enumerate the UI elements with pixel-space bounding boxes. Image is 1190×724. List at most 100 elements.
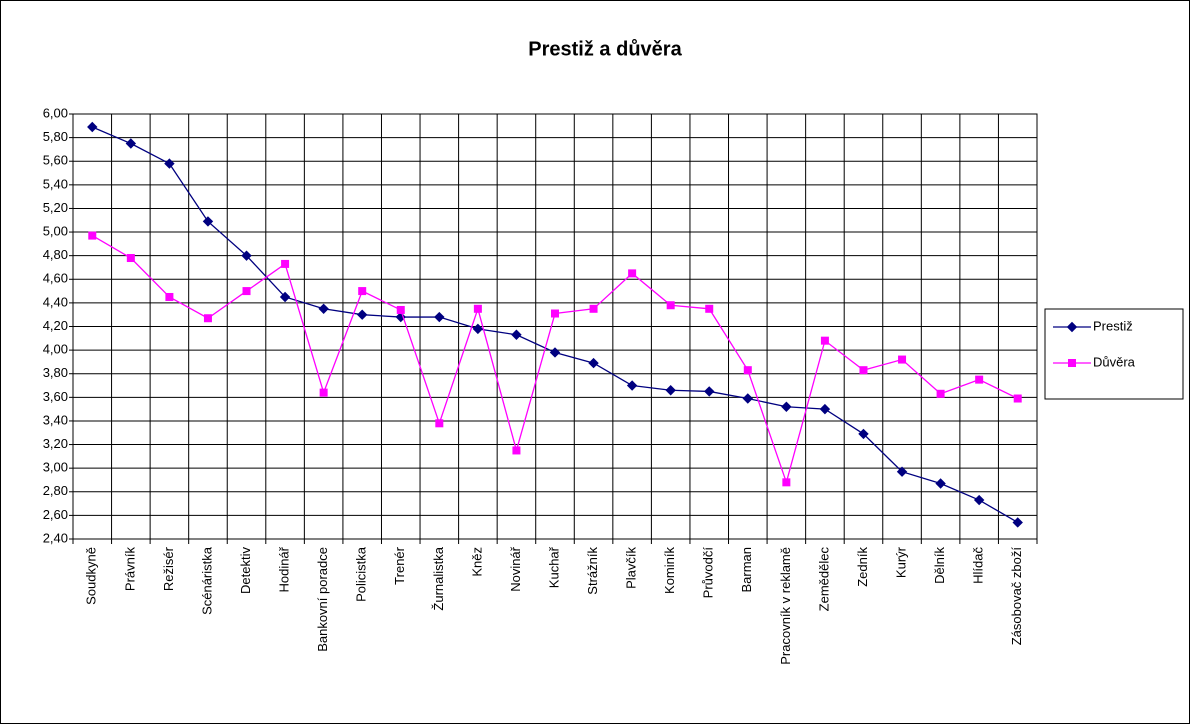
data-point bbox=[164, 158, 175, 169]
x-tick-label: Trenér bbox=[392, 546, 407, 584]
x-tick-label: Detektiv bbox=[238, 547, 253, 594]
data-point bbox=[936, 389, 945, 398]
y-tick-label: 3,80 bbox=[43, 365, 68, 380]
x-tick-label: Průvodčí bbox=[701, 547, 716, 599]
x-tick-label: Soudkyně bbox=[84, 547, 99, 605]
y-tick-label: 5,40 bbox=[43, 176, 68, 191]
y-tick-label: 4,80 bbox=[43, 247, 68, 262]
data-point bbox=[665, 385, 676, 396]
x-tick-label: Hlídač bbox=[971, 547, 986, 584]
data-point bbox=[628, 269, 637, 278]
data-point bbox=[896, 466, 908, 477]
x-tick-label: Pracovník v reklamě bbox=[778, 547, 793, 665]
data-point bbox=[551, 309, 559, 318]
legend-box bbox=[1044, 308, 1184, 400]
data-point bbox=[88, 231, 97, 240]
data-point bbox=[819, 403, 831, 415]
data-point bbox=[512, 446, 521, 455]
data-point bbox=[165, 292, 174, 301]
x-tick-label: Právník bbox=[122, 547, 137, 592]
data-point bbox=[975, 375, 984, 384]
x-tick-label: Kominík bbox=[662, 547, 677, 594]
y-tick-label: 4,60 bbox=[43, 271, 68, 286]
x-tick-label: Strážník bbox=[585, 547, 600, 595]
x-tick-label: Zedník bbox=[855, 547, 870, 587]
y-tick-label: 6,00 bbox=[43, 105, 68, 120]
data-point bbox=[1013, 394, 1022, 403]
data-point bbox=[241, 250, 252, 261]
data-point bbox=[472, 323, 484, 335]
data-point bbox=[589, 304, 598, 313]
data-point bbox=[126, 254, 135, 263]
plot-border bbox=[72, 113, 1038, 540]
y-tick-label: 5,60 bbox=[43, 153, 68, 168]
x-tick-label: Plavčík bbox=[624, 547, 639, 589]
data-point bbox=[973, 494, 985, 506]
data-point bbox=[435, 419, 444, 428]
data-point bbox=[396, 305, 405, 314]
data-point bbox=[704, 386, 715, 397]
data-point bbox=[125, 138, 137, 149]
y-tick-label: 5,20 bbox=[43, 200, 68, 215]
x-tick-label: Zásobovač zboží bbox=[1009, 547, 1024, 646]
data-point bbox=[820, 336, 829, 345]
data-point bbox=[782, 478, 791, 487]
legend-marker bbox=[1068, 359, 1076, 367]
data-point bbox=[473, 304, 482, 313]
data-point bbox=[203, 314, 212, 323]
data-point bbox=[356, 309, 368, 320]
x-tick-label: Zemědělec bbox=[816, 547, 831, 612]
y-tick-label: 4,00 bbox=[43, 342, 68, 357]
data-point bbox=[781, 401, 792, 412]
data-point bbox=[281, 259, 290, 268]
y-tick-label: 2,80 bbox=[43, 483, 68, 498]
data-point bbox=[87, 121, 98, 133]
x-tick-label: Kuchař bbox=[546, 546, 561, 588]
legend-marker bbox=[1066, 321, 1078, 333]
data-point bbox=[859, 366, 868, 375]
x-tick-label: Hodinář bbox=[277, 546, 292, 592]
data-point bbox=[935, 478, 946, 489]
y-tick-label: 2,40 bbox=[43, 530, 68, 545]
data-point bbox=[1012, 517, 1023, 528]
y-tick-label: 3,40 bbox=[43, 412, 68, 427]
data-point bbox=[434, 311, 445, 323]
x-tick-label: Scénáristka bbox=[199, 546, 214, 615]
y-tick-label: 3,00 bbox=[43, 460, 68, 475]
data-point bbox=[549, 347, 561, 358]
x-tick-label: Žurnalistka bbox=[431, 546, 446, 610]
x-tick-label: Kněz bbox=[469, 547, 484, 577]
data-point bbox=[319, 388, 328, 397]
data-point bbox=[898, 355, 907, 364]
y-tick-label: 5,80 bbox=[43, 129, 68, 144]
data-point bbox=[858, 428, 869, 440]
x-tick-label: Novinář bbox=[508, 546, 523, 591]
data-point bbox=[358, 287, 367, 296]
y-tick-label: 3,20 bbox=[43, 436, 68, 451]
x-tick-label: Policistka bbox=[354, 546, 369, 602]
legend-label: Prestiž bbox=[1093, 318, 1133, 333]
data-point bbox=[705, 304, 714, 313]
data-point bbox=[742, 393, 754, 404]
y-tick-label: 2,60 bbox=[43, 507, 68, 522]
data-point bbox=[202, 216, 214, 227]
y-tick-label: 5,00 bbox=[43, 223, 68, 238]
data-point bbox=[279, 291, 291, 303]
x-tick-label: Barman bbox=[739, 547, 754, 593]
data-point bbox=[511, 329, 522, 340]
y-tick-label: 4,40 bbox=[43, 294, 68, 309]
data-point bbox=[242, 287, 251, 296]
y-tick-label: 4,20 bbox=[43, 318, 68, 333]
data-point bbox=[743, 366, 752, 375]
x-tick-label: Režisér bbox=[161, 546, 176, 591]
data-point bbox=[626, 380, 638, 391]
x-tick-label: Dělník bbox=[932, 547, 947, 584]
data-point bbox=[666, 301, 675, 310]
legend-label: Důvěra bbox=[1093, 354, 1136, 369]
chart-title: Prestiž a důvěra bbox=[528, 38, 682, 60]
y-tick-label: 3,60 bbox=[43, 389, 68, 404]
data-point bbox=[588, 357, 599, 369]
x-tick-label: Kurýr bbox=[893, 546, 908, 578]
x-tick-label: Bankovní poradce bbox=[315, 547, 330, 652]
